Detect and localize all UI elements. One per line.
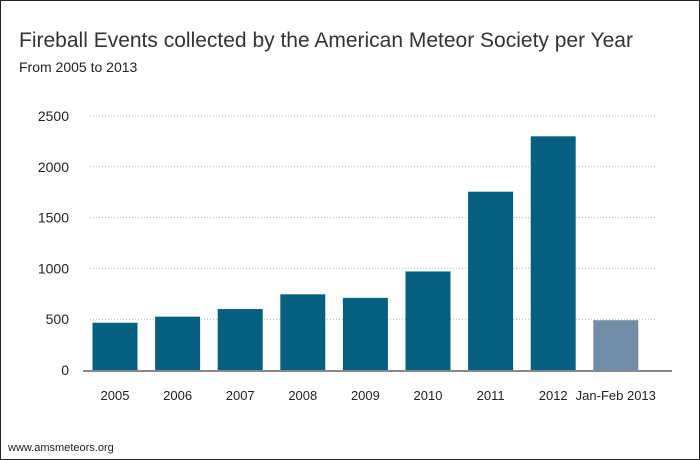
y-tick-label: 1000 — [38, 260, 69, 276]
bar-2006 — [155, 316, 201, 370]
x-tick-label: 2009 — [351, 388, 380, 403]
bar-2007 — [217, 309, 263, 370]
chart-title: Fireball Events collected by the America… — [19, 29, 633, 52]
bar-jan-feb-2013 — [593, 320, 639, 370]
x-tick-label: 2010 — [414, 388, 443, 403]
x-tick-label: 2006 — [163, 388, 192, 403]
y-tick-label: 2500 — [38, 108, 69, 124]
x-tick-label: 2008 — [288, 388, 317, 403]
x-tick-label: Jan-Feb 2013 — [576, 388, 656, 403]
y-tick-label: 2000 — [38, 159, 69, 175]
chart-subtitle: From 2005 to 2013 — [19, 59, 138, 75]
y-tick-label: 500 — [46, 311, 70, 327]
x-tick-label: 2012 — [539, 388, 568, 403]
bar-2012 — [530, 136, 576, 370]
bar-2009 — [342, 297, 388, 370]
bar-2010 — [405, 271, 451, 370]
x-tick-label: 2007 — [226, 388, 255, 403]
x-tick-label: 2011 — [477, 388, 505, 403]
bar-2008 — [280, 294, 326, 370]
source-url: www.amsmeteors.org — [8, 442, 114, 454]
x-tick-label: 2005 — [101, 388, 130, 403]
y-tick-label: 0 — [61, 362, 69, 378]
bar-2005 — [92, 322, 138, 370]
bar-2011 — [468, 191, 514, 370]
y-tick-label: 1500 — [38, 210, 69, 226]
